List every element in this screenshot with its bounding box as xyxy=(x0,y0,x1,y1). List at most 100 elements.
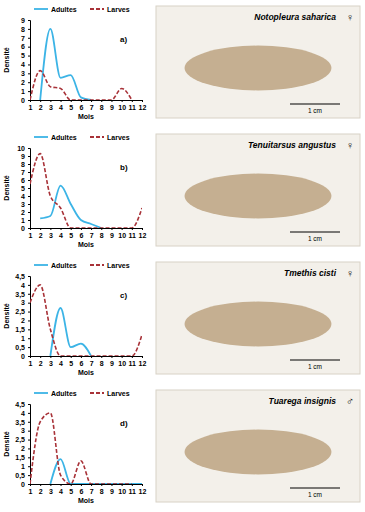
x-tick-mark xyxy=(30,228,31,230)
y-tick: 4 xyxy=(21,61,30,68)
y-tick-label: 2 xyxy=(21,317,25,324)
x-tick-mark xyxy=(122,356,123,358)
y-tick-mark xyxy=(28,356,30,357)
y-tick-label: 0 xyxy=(21,353,25,360)
y-tick: 3,5 xyxy=(15,419,30,427)
x-tick-label: 1 xyxy=(29,488,33,495)
x-tick-mark xyxy=(71,356,72,358)
x-tick-label: 4 xyxy=(59,488,63,495)
insect-silhouette xyxy=(185,430,332,475)
y-tick: 2 xyxy=(21,445,30,452)
x-tick-label: 6 xyxy=(79,232,83,239)
x-tick-label: 10 xyxy=(118,104,126,111)
x-tick-mark xyxy=(132,100,133,102)
x-tick: 6 xyxy=(79,484,83,495)
x-tick-mark xyxy=(91,228,92,230)
x-tick-mark xyxy=(81,228,82,230)
series-line xyxy=(30,285,142,356)
sex-symbol: ♀ xyxy=(346,139,354,151)
x-tick: 11 xyxy=(129,100,137,111)
x-tick: 5 xyxy=(69,228,73,239)
y-tick-mark xyxy=(28,440,30,441)
y-tick: 7 xyxy=(21,169,30,176)
x-tick-mark xyxy=(91,356,92,358)
panel-label: d) xyxy=(120,419,128,428)
x-tick-label: 12 xyxy=(139,360,147,367)
y-axis-title: Densité xyxy=(3,47,10,72)
y-tick-label: 3,5 xyxy=(15,419,25,427)
x-tick-mark xyxy=(50,228,51,230)
y-tick-mark xyxy=(28,457,30,458)
x-tick-label: 4 xyxy=(59,232,63,239)
y-tick-mark xyxy=(28,29,30,30)
x-tick-label: 11 xyxy=(129,104,137,111)
x-tick-label: 8 xyxy=(100,232,104,239)
y-axis: 012345678910 xyxy=(17,145,30,232)
x-axis-line xyxy=(31,485,143,487)
x-tick-mark xyxy=(122,484,123,486)
x-tick-label: 1 xyxy=(29,232,33,239)
y-tick-mark xyxy=(28,73,30,74)
y-tick-label: 10 xyxy=(17,145,25,152)
y-tick: 5 xyxy=(21,52,30,59)
x-tick-mark xyxy=(111,356,112,358)
x-axis: 123456789101112 xyxy=(29,484,147,495)
x-tick-label: 5 xyxy=(69,360,73,367)
x-axis: 123456789101112 xyxy=(29,228,147,239)
x-tick-mark xyxy=(71,100,72,102)
y-tick: 8 xyxy=(21,161,30,168)
x-tick-label: 1 xyxy=(29,104,33,111)
y-tick-label: 4,5 xyxy=(15,401,25,409)
x-tick: 11 xyxy=(129,356,137,367)
x-tick-mark xyxy=(132,484,133,486)
y-tick: 1,5 xyxy=(15,326,30,334)
y-tick-label: 6 xyxy=(21,43,25,50)
x-tick: 10 xyxy=(118,484,126,495)
legend-label: Larves xyxy=(107,390,130,397)
y-axis-line xyxy=(28,277,31,357)
y-tick-mark xyxy=(28,312,30,313)
x-tick-label: 3 xyxy=(49,104,53,111)
x-tick: 1 xyxy=(29,484,33,495)
x-tick-mark xyxy=(50,356,51,358)
y-tick-mark xyxy=(28,303,30,304)
x-tick: 11 xyxy=(129,228,137,239)
photo-frame xyxy=(156,134,360,246)
y-tick-mark xyxy=(28,82,30,83)
species-name: Notopleura saharica xyxy=(254,12,336,22)
y-tick-label: 8 xyxy=(21,161,25,168)
x-tick-label: 11 xyxy=(129,488,137,495)
y-tick: 2,5 xyxy=(15,436,30,444)
legend-swatch xyxy=(90,8,104,10)
legend-swatch xyxy=(34,392,48,394)
x-tick-mark xyxy=(81,100,82,102)
x-tick-label: 5 xyxy=(69,488,73,495)
x-tick-mark xyxy=(40,356,41,358)
y-tick-label: 2,5 xyxy=(15,308,25,316)
legend-swatch xyxy=(34,136,48,138)
x-tick-label: 6 xyxy=(79,104,83,111)
x-tick-mark xyxy=(142,100,143,102)
y-tick: 4 xyxy=(21,410,30,417)
y-tick-mark xyxy=(28,164,30,165)
x-axis: 123456789101112 xyxy=(29,356,147,367)
x-tick-mark xyxy=(132,356,133,358)
y-tick-mark xyxy=(28,329,30,330)
y-tick: 9 xyxy=(21,153,30,160)
x-tick-label: 6 xyxy=(79,488,83,495)
x-tick: 3 xyxy=(49,356,53,367)
x-tick: 4 xyxy=(59,356,63,367)
x-tick: 8 xyxy=(100,100,104,111)
x-tick-label: 1 xyxy=(29,360,33,367)
scale-bar xyxy=(290,232,340,233)
x-tick-mark xyxy=(50,100,51,102)
photo: Tenuitarsus angustus♀1 cm xyxy=(156,134,360,246)
y-tick: 2 xyxy=(21,209,30,216)
x-tick-label: 12 xyxy=(139,488,147,495)
y-tick-mark xyxy=(28,228,30,229)
y-tick-label: 3 xyxy=(21,201,25,208)
y-tick-mark xyxy=(28,422,30,423)
scale-bar xyxy=(290,488,340,489)
x-tick: 9 xyxy=(110,484,114,495)
legend-swatch xyxy=(34,8,48,10)
